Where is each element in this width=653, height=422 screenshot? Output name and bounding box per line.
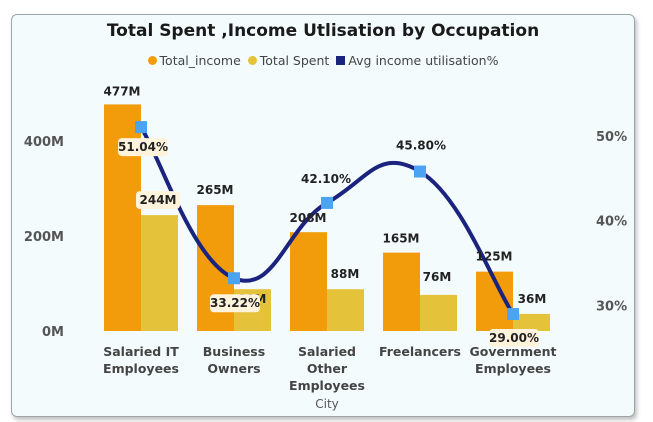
data-label-total-income: 165M	[383, 232, 420, 246]
bar-total-spent	[513, 313, 550, 331]
y-right-tick-label: 50%	[596, 130, 627, 145]
legend-item-total-income[interactable]: Total_income	[147, 53, 241, 68]
data-label-avg-utilisation: 51.04%	[118, 140, 168, 154]
data-label-total-income: 477M	[104, 84, 141, 98]
x-tick-label: Freelancers	[379, 344, 461, 359]
legend-swatch-avg-utilisation	[336, 56, 346, 65]
data-label-total-income: 208M	[290, 211, 327, 225]
legend-item-total-spent[interactable]: Total Spent	[247, 53, 330, 68]
x-tick-label: Business Owners	[203, 344, 265, 376]
data-label-bg	[489, 329, 539, 348]
data-label-avg-utilisation: 29.00%	[489, 331, 539, 345]
data-label-bg	[118, 138, 168, 157]
legend-label-avg-utilisation: Avg income utilisation%	[348, 53, 499, 68]
data-label-total-income: 125M	[476, 250, 513, 264]
bar-total-income	[383, 252, 420, 331]
line-marker	[414, 165, 426, 178]
legend-label-total-spent: Total Spent	[259, 53, 330, 68]
data-label-total-income: 265M	[197, 183, 234, 197]
y-left-tick-label: 0M	[42, 325, 64, 340]
x-tick-label: Salaried Other Employees	[289, 344, 365, 393]
data-label-total-spent: 244M	[140, 193, 177, 207]
data-label-avg-utilisation: 33.22%	[210, 296, 260, 310]
y-right-tick-label: 30%	[596, 300, 627, 315]
chart-legend: Total_income Total Spent Avg income util…	[12, 53, 634, 68]
x-tick-label: Government Employees	[470, 344, 557, 376]
x-tick-label: Salaried IT Employees	[103, 344, 179, 376]
bar-total-spent	[420, 294, 457, 331]
data-label-total-spent: 76M	[423, 270, 452, 284]
legend-swatch-total-spent	[247, 56, 257, 65]
bar-total-spent	[327, 289, 364, 331]
data-label-avg-utilisation: 42.10%	[301, 172, 351, 186]
data-label-total-spent: 36M	[518, 292, 547, 306]
bar-total-spent	[141, 215, 178, 331]
data-label-bg	[210, 294, 260, 313]
line-marker	[228, 272, 240, 285]
chart-title: Total Spent ,Income Utlisation by Occupa…	[106, 21, 540, 41]
line-marker	[321, 196, 333, 209]
legend-label-total-income: Total_income	[159, 53, 241, 68]
bar-total-income	[290, 232, 327, 331]
legend-swatch-total-income	[147, 56, 157, 65]
y-right-tick-label: 40%	[596, 215, 627, 230]
data-label-bg	[136, 191, 180, 210]
data-label-total-spent: 88M	[331, 267, 360, 281]
line-marker	[507, 308, 519, 321]
x-axis-title: City	[315, 397, 339, 411]
y-left-tick-label: 400M	[24, 135, 64, 150]
y-left-tick-label: 200M	[24, 230, 64, 245]
data-label-avg-utilisation: 45.80%	[396, 139, 446, 153]
legend-item-avg-utilisation[interactable]: Avg income utilisation%	[336, 53, 498, 68]
line-marker	[135, 121, 147, 134]
